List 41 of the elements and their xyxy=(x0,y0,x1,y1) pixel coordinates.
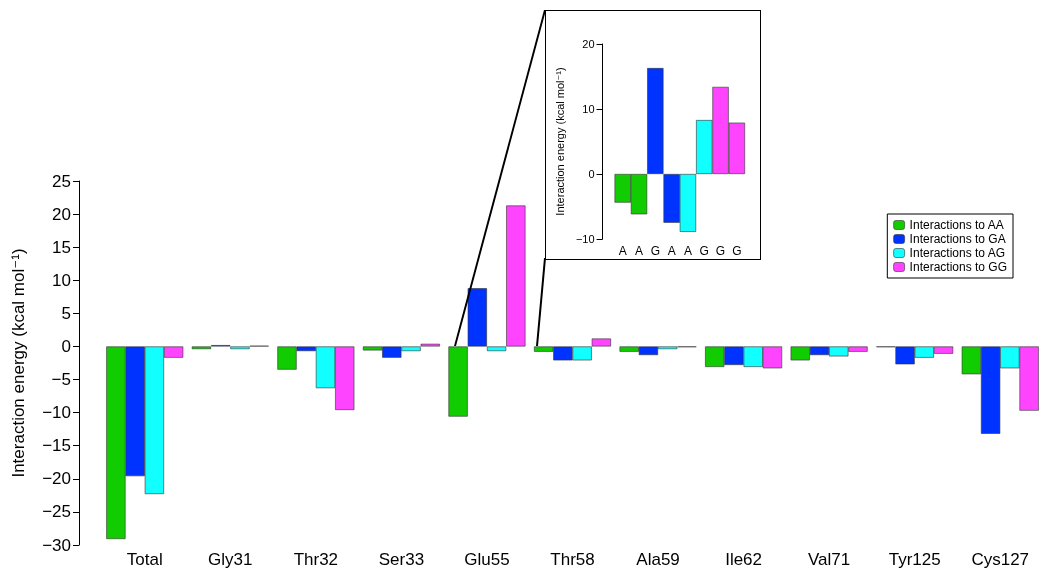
y-axis-title: Interaction energy (kcal mol⁻¹) xyxy=(9,248,28,478)
x-tick-label: Ser33 xyxy=(378,550,425,568)
y-axis-title: Interaction energy (kcal mol⁻¹) xyxy=(553,67,566,216)
x-tick-label: G xyxy=(715,244,726,258)
legend-label: Interactions to AG xyxy=(909,246,1006,260)
y-tick-label: 15 xyxy=(52,237,71,257)
y-tick-label: 5 xyxy=(61,303,71,323)
x-tick-label: A xyxy=(635,244,644,258)
y-tick-label: −5 xyxy=(51,370,71,390)
x-tick-label: Val71 xyxy=(808,550,851,568)
x-tick-label: Thr32 xyxy=(293,550,339,568)
x-tick-label: Gly31 xyxy=(208,550,253,568)
x-tick-label: G xyxy=(699,244,709,258)
y-tick-label: −25 xyxy=(42,502,71,522)
x-tick-label: A xyxy=(683,244,692,258)
x-tick-label: Total xyxy=(126,550,163,568)
y-tick-label: −10 xyxy=(575,233,595,245)
y-tick-label: 0 xyxy=(588,168,595,180)
y-tick-label: 20 xyxy=(582,38,595,50)
y-tick-label: 20 xyxy=(52,204,71,224)
x-tick-label: Cys127 xyxy=(971,550,1030,568)
x-tick-label: A xyxy=(667,244,676,258)
y-tick-label: 10 xyxy=(582,103,595,115)
y-tick-label: −20 xyxy=(42,469,71,489)
legend-label: Interactions to AA xyxy=(909,218,1004,232)
x-tick-label: G xyxy=(650,244,660,258)
y-tick-label: −30 xyxy=(42,535,71,555)
legend-label: Interactions to GA xyxy=(909,232,1006,246)
x-tick-label: Ala59 xyxy=(636,550,680,568)
x-tick-label: Glu55 xyxy=(464,550,510,568)
x-tick-label: A xyxy=(618,244,627,258)
x-tick-label: Tyr125 xyxy=(888,550,941,568)
y-tick-label: 0 xyxy=(61,336,71,356)
x-tick-label: Thr58 xyxy=(550,550,595,568)
y-tick-label: 25 xyxy=(52,171,71,191)
legend-label: Interactions to GG xyxy=(909,260,1008,274)
x-tick-label: Ile62 xyxy=(725,550,763,568)
y-tick-label: −15 xyxy=(42,436,71,456)
y-tick-label: −10 xyxy=(42,403,71,423)
x-tick-label: G xyxy=(732,244,742,258)
y-tick-label: 10 xyxy=(52,270,71,290)
